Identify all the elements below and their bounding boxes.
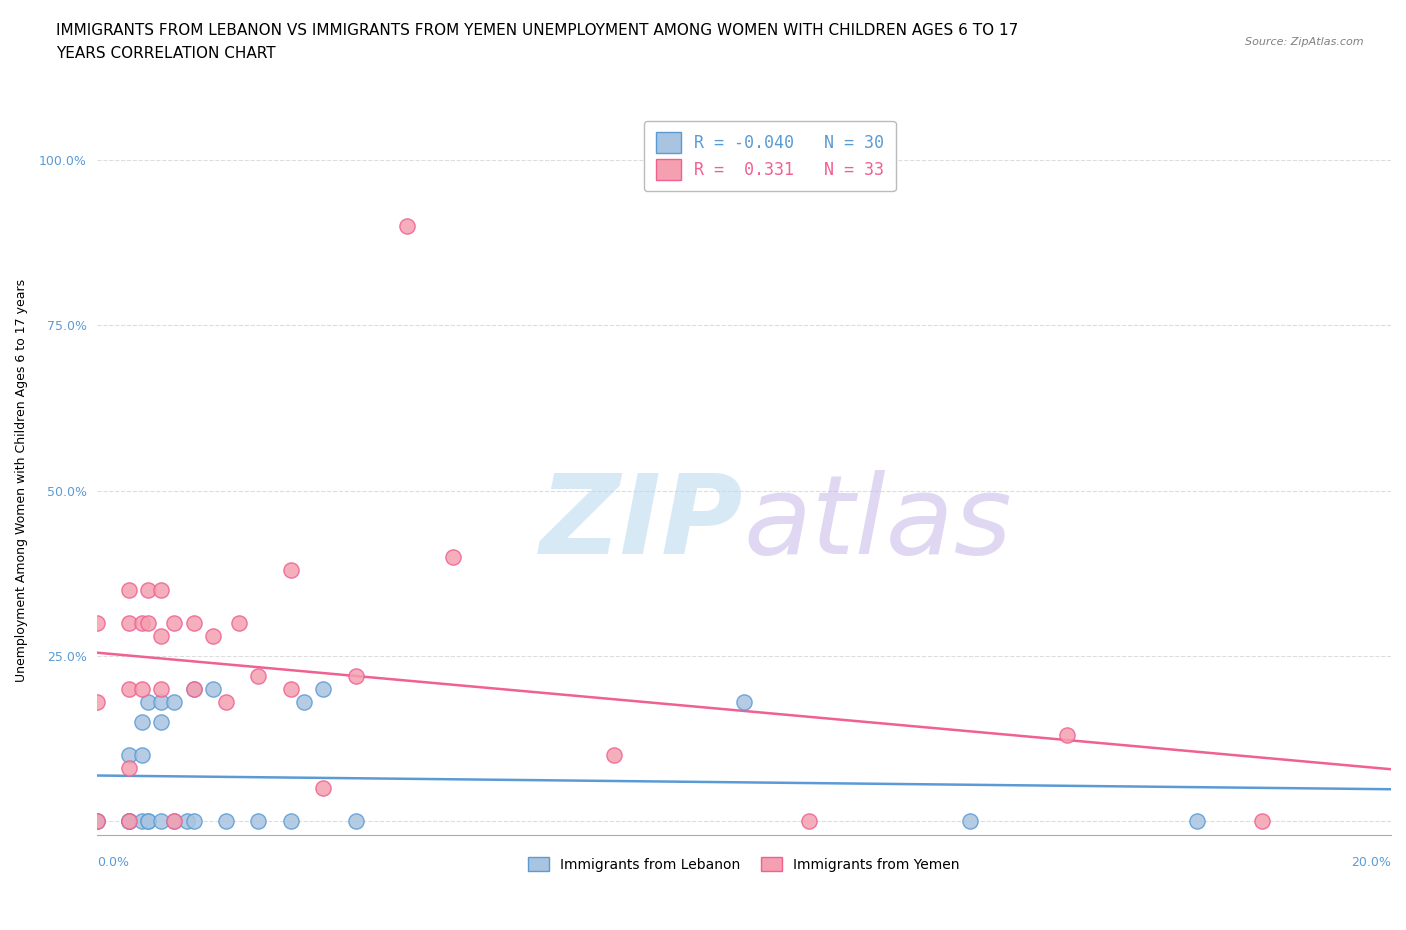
Point (86, 695, 108, 710)
Point (1056, 728, 1078, 743)
Point (118, 616, 141, 631)
Point (86, 814, 108, 829)
Point (163, 695, 186, 710)
Point (312, 682, 335, 697)
Point (86, 814, 108, 829)
Text: 20.0%: 20.0% (1351, 856, 1391, 869)
Point (396, 219, 419, 233)
Point (441, 550, 464, 565)
Point (150, 814, 173, 829)
Point (202, 682, 225, 697)
Point (118, 814, 141, 829)
Point (86, 616, 108, 631)
Point (183, 616, 205, 631)
Point (280, 814, 302, 829)
Point (176, 814, 198, 829)
Point (603, 748, 626, 763)
Point (118, 814, 141, 829)
Point (163, 814, 186, 829)
Point (344, 669, 367, 684)
Point (344, 814, 367, 829)
Point (138, 814, 160, 829)
Point (118, 582, 141, 597)
Text: YEARS CORRELATION CHART: YEARS CORRELATION CHART (56, 46, 276, 61)
Point (1185, 814, 1208, 829)
Point (118, 814, 141, 829)
Point (1250, 814, 1272, 829)
Point (183, 814, 205, 829)
Y-axis label: Unemployment Among Women with Children Ages 6 to 17 years: Unemployment Among Women with Children A… (15, 279, 28, 683)
Point (131, 748, 153, 763)
Point (138, 616, 160, 631)
Text: ZIP: ZIP (540, 470, 744, 577)
Point (280, 563, 302, 578)
Point (959, 814, 981, 829)
Point (131, 616, 153, 631)
Point (163, 616, 186, 631)
Point (215, 695, 238, 710)
Point (118, 761, 141, 776)
Point (150, 629, 173, 644)
Point (150, 695, 173, 710)
Point (797, 814, 820, 829)
Point (247, 669, 270, 684)
Point (138, 582, 160, 597)
Point (150, 682, 173, 697)
Point (86, 814, 108, 829)
Point (138, 695, 160, 710)
Text: 0.0%: 0.0% (97, 856, 129, 869)
Point (131, 714, 153, 729)
Point (280, 682, 302, 697)
Point (150, 714, 173, 729)
Point (138, 814, 160, 829)
Point (228, 616, 250, 631)
Point (733, 695, 755, 710)
Point (202, 629, 225, 644)
Text: Source: ZipAtlas.com: Source: ZipAtlas.com (1246, 37, 1364, 47)
Point (215, 814, 238, 829)
Point (183, 682, 205, 697)
Text: atlas: atlas (744, 470, 1012, 577)
Point (150, 582, 173, 597)
Point (118, 814, 141, 829)
Point (118, 748, 141, 763)
Legend: Immigrants from Lebanon, Immigrants from Yemen: Immigrants from Lebanon, Immigrants from… (523, 851, 965, 877)
Text: IMMIGRANTS FROM LEBANON VS IMMIGRANTS FROM YEMEN UNEMPLOYMENT AMONG WOMEN WITH C: IMMIGRANTS FROM LEBANON VS IMMIGRANTS FR… (56, 23, 1018, 38)
Point (183, 682, 205, 697)
Point (312, 781, 335, 796)
Point (163, 814, 186, 829)
Point (292, 695, 315, 710)
Point (118, 682, 141, 697)
Point (247, 814, 270, 829)
Point (131, 814, 153, 829)
Point (131, 682, 153, 697)
